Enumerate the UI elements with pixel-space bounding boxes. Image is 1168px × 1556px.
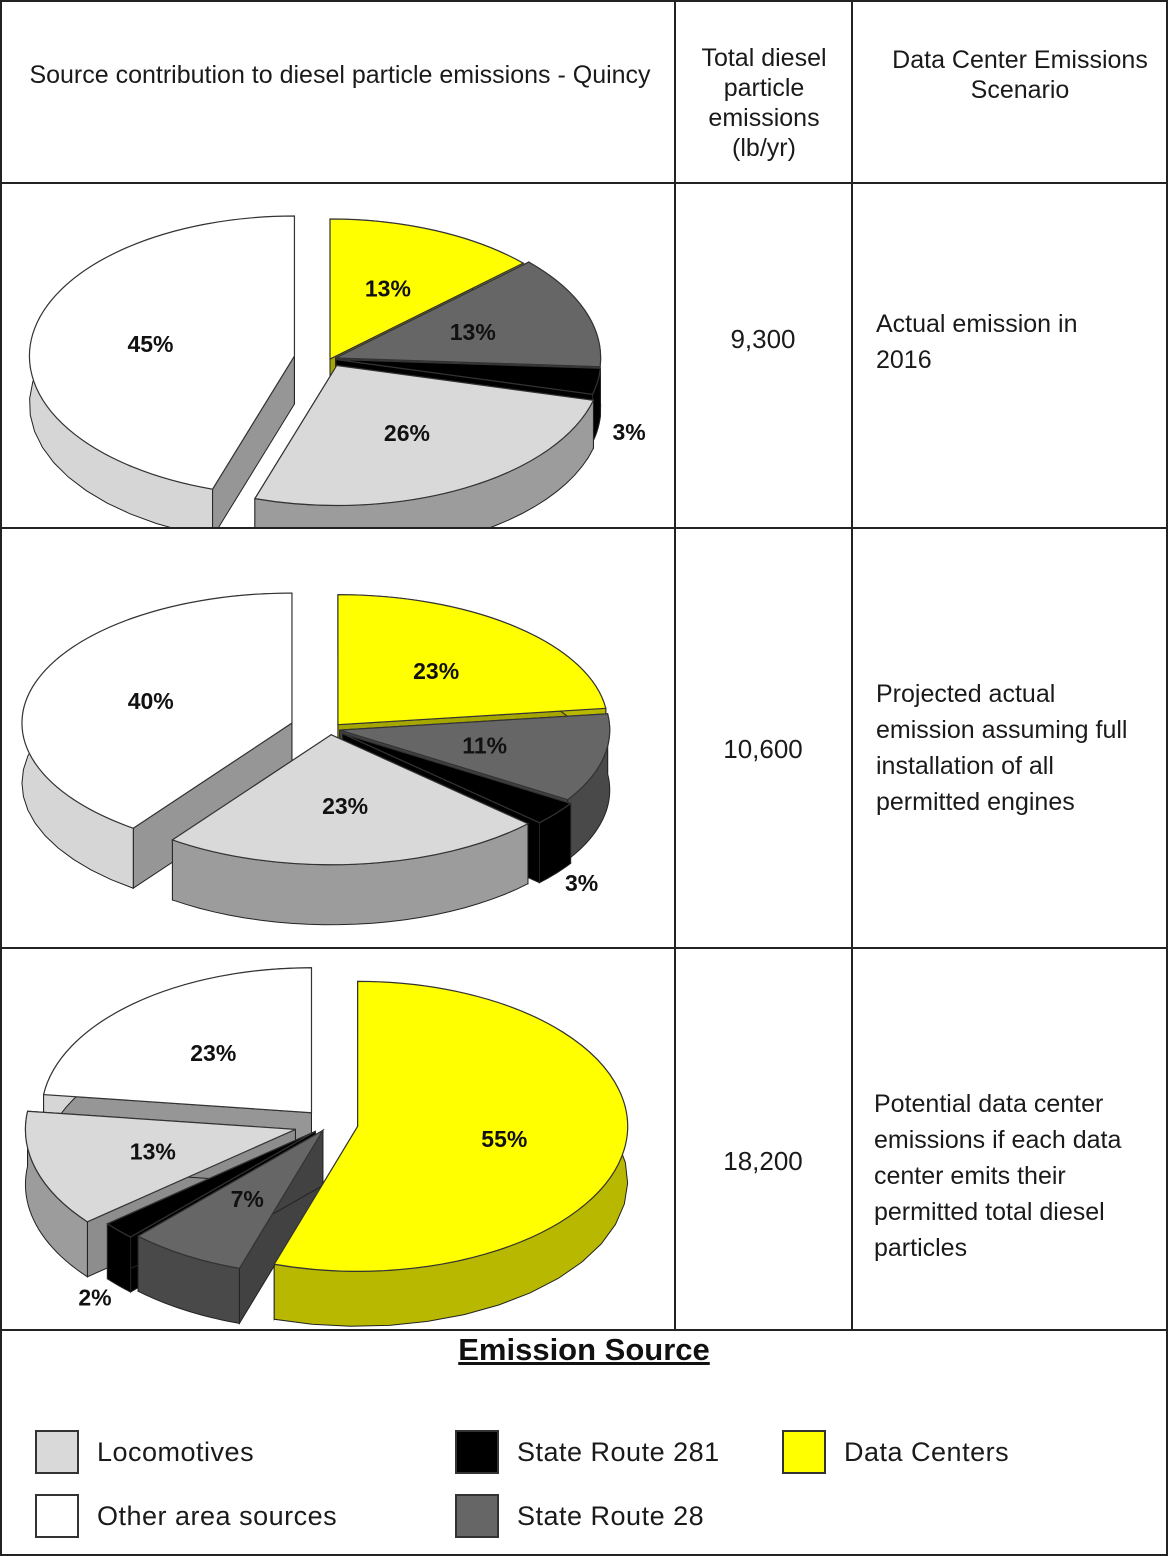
pie-slice-data-centers — [329, 218, 525, 360]
legend-item-state-route-281: State Route 281 — [455, 1428, 720, 1476]
pie-data-label: 40% — [128, 688, 174, 714]
legend-item-locomotives: Locomotives — [35, 1428, 254, 1476]
legend-title: Emission Source — [458, 1332, 710, 1367]
legend-label: State Route 28 — [517, 1500, 705, 1531]
pie-data-label: 13% — [130, 1139, 176, 1165]
pie-tops — [28, 215, 602, 507]
legend-swatch-data-centers — [782, 1430, 826, 1474]
pie-slice-state-route-28 — [136, 1128, 325, 1270]
pie-slice-state-route-28 — [339, 713, 611, 801]
pie-slice-state-route-281 — [342, 733, 572, 824]
scenario-row1: Actual emission in 2016 — [876, 310, 1078, 374]
scenario-row2: Projected actual emission assuming full … — [876, 680, 1128, 816]
pie-data-label: 23% — [413, 658, 459, 684]
legend-label: Locomotives — [97, 1436, 255, 1467]
legend-item-other-area-sources: Other area sources — [35, 1492, 337, 1540]
pie-data-label: 7% — [231, 1186, 264, 1212]
pie-data-label: 3% — [612, 419, 645, 445]
header-total-emissions: Total diesel particle emissions (lb/yr) — [701, 44, 827, 162]
scenario-row3: Potential data center emissions if each … — [874, 1090, 1122, 1262]
pie-data-label: 23% — [322, 793, 368, 819]
pie-slice-state-route-28 — [335, 261, 602, 368]
pie-slice-state-route-281 — [106, 1130, 316, 1238]
pie-slice-locomotives — [24, 1110, 296, 1223]
pie-data-label: 3% — [565, 870, 598, 896]
pie-data-label: 55% — [481, 1126, 527, 1152]
legend-swatch-other-area-sources — [35, 1494, 79, 1538]
pie-slice-locomotives — [253, 364, 595, 507]
pie-data-label: 26% — [384, 420, 430, 446]
pie-chart-potential: 55% 7% 2% 13% 23% — [24, 967, 629, 1327]
pie-tops — [24, 967, 629, 1272]
pie-slice-other-area-sources — [21, 592, 293, 829]
legend-swatch-locomotives — [35, 1430, 79, 1474]
pie-slice-locomotives — [171, 734, 530, 866]
header-scenario: Data Center Emissions Scenario — [892, 46, 1148, 104]
pie-labels: 55% 7% 2% 13% 23% — [78, 1040, 527, 1311]
legend-label: Data Centers — [844, 1436, 1010, 1467]
pie-data-label: 2% — [78, 1285, 111, 1311]
pie-data-label: 11% — [462, 733, 507, 759]
pie-slice-state-route-281 — [335, 358, 602, 395]
pie-slice-other-area-sources — [42, 967, 313, 1114]
header-source-contribution: Source contribution to diesel particle e… — [29, 61, 651, 89]
pie-data-label: 23% — [190, 1040, 236, 1066]
pie-data-label: 45% — [127, 331, 173, 357]
total-emissions-row2: 10,600 — [723, 734, 803, 764]
legend-swatch-state-route-281 — [455, 1430, 499, 1474]
legend-item-state-route-28: State Route 28 — [455, 1492, 704, 1540]
total-emissions-row3: 18,200 — [723, 1146, 803, 1176]
pie-chart-2016: 13% 13% 3% 26% 45% — [28, 215, 646, 527]
pie-chart-projected: 23% 11% 3% 23% 40% — [21, 592, 611, 926]
pie-labels: 13% 13% 3% 26% 45% — [127, 275, 645, 446]
legend-item-data-centers: Data Centers — [782, 1428, 1009, 1476]
total-emissions-row1: 9,300 — [730, 324, 796, 354]
pie-slice-data-centers — [273, 980, 629, 1272]
legend-swatch-state-route-28 — [455, 1494, 499, 1538]
pie-data-label: 13% — [450, 319, 496, 345]
pie-data-label: 13% — [365, 275, 411, 301]
pie-slice-other-area-sources — [28, 215, 296, 490]
pie-labels: 23% 11% 3% 23% 40% — [128, 658, 599, 896]
legend-label: Other area sources — [97, 1500, 338, 1531]
pie-slice-data-centers — [337, 594, 607, 726]
pie-tops — [21, 592, 611, 866]
legend-label: State Route 281 — [517, 1436, 720, 1467]
